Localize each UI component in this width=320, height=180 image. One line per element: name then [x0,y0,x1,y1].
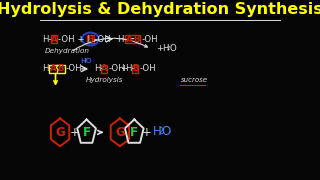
Text: 2: 2 [158,127,163,136]
FancyBboxPatch shape [87,35,94,43]
Text: 2: 2 [167,46,171,51]
FancyBboxPatch shape [50,65,65,73]
Text: B: B [87,35,94,44]
Text: Hydrolysis: Hydrolysis [86,77,123,83]
Text: +: + [69,126,79,139]
Text: A: A [51,35,57,44]
Text: Hydrolysis & Dehydration Synthesis: Hydrolysis & Dehydration Synthesis [0,2,320,17]
FancyBboxPatch shape [100,65,108,73]
FancyBboxPatch shape [51,35,57,43]
Text: H-: H- [42,35,52,44]
Text: +: + [142,126,152,139]
Text: B: B [132,64,138,73]
Text: H: H [162,44,169,53]
Polygon shape [125,120,144,143]
Text: -OH: -OH [142,35,158,44]
Text: -OH: -OH [140,64,156,73]
Text: B: B [58,64,64,73]
Text: -OH: -OH [65,64,82,73]
Text: F: F [130,126,138,139]
Text: +: + [120,64,127,73]
Text: A: A [101,64,107,73]
Text: sucrose: sucrose [181,77,208,83]
Text: O: O [86,58,92,64]
Text: +: + [156,44,164,53]
Text: 2: 2 [84,58,87,63]
Polygon shape [51,118,69,146]
Text: H-: H- [125,64,135,73]
Text: -: - [131,35,134,44]
Text: B: B [133,35,139,44]
Text: O: O [170,44,177,53]
Text: F: F [83,126,91,139]
Text: Dehydration: Dehydration [45,48,90,54]
Text: O: O [162,125,171,138]
Text: -OH: -OH [108,64,125,73]
Text: H-: H- [42,64,52,73]
Text: G: G [115,126,125,139]
Text: H-: H- [94,64,104,73]
FancyBboxPatch shape [125,35,140,43]
Text: H: H [153,125,162,138]
Text: A: A [51,64,57,73]
Polygon shape [77,120,96,143]
Polygon shape [111,118,129,146]
Text: -OH + H-: -OH + H- [58,35,97,44]
FancyBboxPatch shape [132,65,139,73]
Text: -OH: -OH [94,35,111,44]
Text: H: H [80,58,85,64]
FancyArrowPatch shape [73,38,148,50]
Text: H-: H- [118,35,127,44]
Text: G: G [55,126,65,139]
Text: A: A [126,35,133,44]
